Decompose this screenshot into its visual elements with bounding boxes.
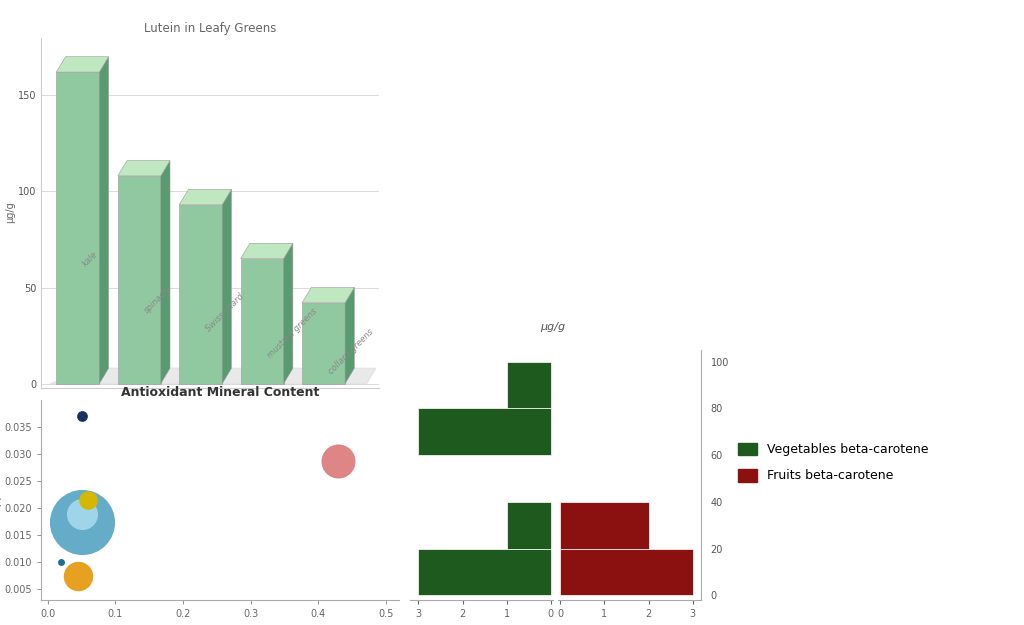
Polygon shape (99, 57, 109, 384)
Polygon shape (302, 303, 345, 384)
Y-axis label: μg/g: μg/g (5, 202, 14, 223)
Polygon shape (302, 288, 354, 303)
Polygon shape (56, 57, 109, 72)
Polygon shape (50, 368, 376, 384)
Bar (507, 502, 551, 549)
Bar (560, 549, 692, 596)
Point (74, 509, 90, 519)
Text: Swiss chard: Swiss chard (204, 291, 246, 333)
Bar (507, 362, 551, 408)
Bar (419, 408, 551, 455)
Title: Lutein in Leafy Greens: Lutein in Leafy Greens (143, 22, 276, 35)
Polygon shape (118, 161, 170, 176)
Polygon shape (345, 288, 354, 384)
Text: mustard greens: mustard greens (265, 307, 318, 360)
Polygon shape (241, 243, 293, 259)
Point (74, 411, 90, 421)
Polygon shape (179, 189, 231, 205)
Point (53, 557, 70, 567)
Text: kale: kale (81, 249, 99, 268)
Polygon shape (56, 72, 99, 384)
Text: collard greens: collard greens (327, 327, 376, 376)
Bar (560, 502, 648, 549)
Point (331, 456, 347, 466)
Polygon shape (222, 189, 231, 384)
Point (74, 517, 90, 527)
Text: spinach: spinach (142, 286, 172, 315)
Polygon shape (161, 161, 170, 384)
Polygon shape (118, 176, 161, 384)
Legend: Vegetables beta-carotene, Fruits beta-carotene: Vegetables beta-carotene, Fruits beta-ca… (733, 438, 934, 488)
Polygon shape (284, 243, 293, 384)
Text: μg/g: μg/g (541, 322, 565, 332)
Polygon shape (179, 205, 222, 384)
Y-axis label: Copper: Copper (0, 481, 1, 519)
Point (80, 495, 96, 505)
Point (70, 571, 86, 581)
Bar (419, 549, 551, 596)
Title: Antioxidant Mineral Content: Antioxidant Mineral Content (121, 386, 319, 399)
Polygon shape (241, 259, 284, 384)
